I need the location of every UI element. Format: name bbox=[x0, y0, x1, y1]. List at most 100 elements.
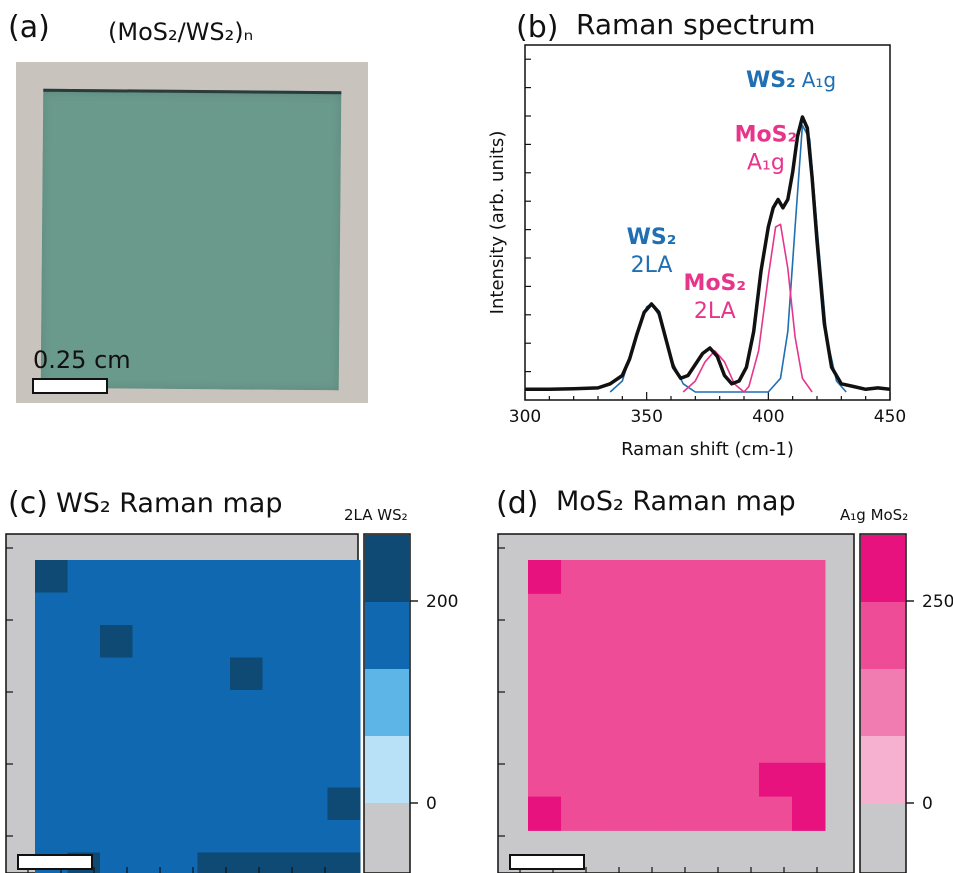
map-scale-bar bbox=[17, 854, 93, 870]
colorbar-segment bbox=[365, 736, 409, 803]
mos2-raman-map: 250 0 bbox=[497, 533, 953, 873]
colorbar-segment bbox=[861, 535, 905, 602]
map-cell bbox=[561, 661, 595, 696]
panel-d-label: (d) bbox=[496, 486, 539, 521]
map-cell bbox=[528, 762, 562, 798]
map-cell bbox=[792, 695, 826, 730]
map-cell bbox=[165, 690, 198, 723]
map-cell bbox=[35, 592, 68, 626]
map-cell bbox=[627, 796, 661, 831]
map-cell bbox=[594, 729, 628, 764]
map-cell bbox=[759, 796, 793, 831]
panel-b-label: (b) bbox=[516, 10, 559, 45]
map-cell bbox=[35, 690, 68, 723]
map-cell bbox=[67, 625, 101, 658]
map-cell bbox=[660, 796, 694, 831]
map-cell bbox=[327, 820, 361, 853]
map-cell bbox=[295, 657, 328, 691]
panel-a-title: (MoS₂/WS₂)ₙ bbox=[108, 18, 254, 46]
map-cell bbox=[627, 627, 661, 662]
map-cell bbox=[327, 592, 361, 626]
map-cell bbox=[693, 695, 727, 730]
panel-d-title: MoS₂ Raman map bbox=[556, 486, 796, 517]
map-cell bbox=[132, 592, 166, 626]
map-cell bbox=[100, 852, 133, 873]
map-cell bbox=[165, 820, 198, 853]
map-cell bbox=[327, 657, 361, 691]
map-cell bbox=[197, 592, 231, 626]
map-cell bbox=[132, 852, 166, 873]
map-cell bbox=[165, 625, 198, 658]
map-cell bbox=[35, 755, 68, 788]
map-cell bbox=[230, 690, 263, 723]
map-cell bbox=[165, 722, 198, 756]
plot-frame bbox=[524, 44, 891, 401]
map-cell bbox=[35, 787, 68, 821]
map-cell bbox=[262, 722, 296, 756]
map-scale-bar bbox=[509, 854, 585, 870]
map-cell bbox=[759, 762, 793, 798]
map-cell bbox=[100, 690, 133, 723]
series-line-mos2 bbox=[682, 223, 813, 393]
spectrum-plot-area: 300 350 400 450 Raman shift (cm-1) Intensity … bbox=[487, 44, 906, 460]
colorbar-tick-label: 0 bbox=[426, 794, 437, 814]
map-cell bbox=[726, 762, 760, 798]
map-cell bbox=[67, 722, 101, 756]
map-cell bbox=[327, 722, 361, 756]
map-cell bbox=[132, 755, 166, 788]
y-axis-label: Intensity (arb. units) bbox=[487, 131, 508, 315]
map-cell bbox=[295, 625, 328, 658]
map-cell bbox=[295, 722, 328, 756]
map-cell bbox=[627, 593, 661, 629]
colorbar-tick-label: 200 bbox=[426, 592, 458, 612]
map-cell bbox=[262, 755, 296, 788]
map-cell bbox=[561, 796, 595, 831]
map-cell bbox=[165, 592, 198, 626]
map-cell bbox=[100, 722, 133, 756]
map-cell bbox=[295, 820, 328, 853]
map-cell bbox=[165, 755, 198, 788]
map-cell bbox=[230, 852, 263, 873]
panel-c-label: (c) bbox=[8, 486, 48, 521]
map-cell bbox=[230, 755, 263, 788]
mos2-colorbar-label: A₁g MoS₂ bbox=[840, 506, 909, 524]
map-cell bbox=[132, 560, 166, 593]
map-cell bbox=[726, 695, 760, 730]
map-cell bbox=[100, 820, 133, 853]
map-cell bbox=[726, 661, 760, 696]
map-cell bbox=[100, 625, 133, 658]
map-cell bbox=[35, 560, 68, 593]
map-cell bbox=[197, 820, 231, 853]
map-cell bbox=[67, 690, 101, 723]
colorbar-segment bbox=[365, 669, 409, 736]
map-cell bbox=[528, 560, 562, 595]
map-cell bbox=[561, 729, 595, 764]
map-cell bbox=[759, 593, 793, 629]
map-cell bbox=[660, 627, 694, 662]
map-cell bbox=[197, 560, 231, 593]
map-cell bbox=[35, 657, 68, 691]
map-cell bbox=[627, 560, 661, 595]
map-cell bbox=[197, 690, 231, 723]
map-cell bbox=[197, 755, 231, 788]
map-cell bbox=[295, 787, 328, 821]
annotation-label: WS₂ bbox=[746, 68, 796, 93]
map-cell bbox=[67, 657, 101, 691]
map-cell bbox=[759, 661, 793, 696]
map-cell bbox=[693, 661, 727, 696]
map-cell bbox=[67, 560, 101, 593]
map-cell bbox=[262, 787, 296, 821]
annotation-label: MoS₂ bbox=[684, 271, 747, 296]
map-cell bbox=[759, 729, 793, 764]
map-cell bbox=[627, 695, 661, 730]
colorbar-segment bbox=[365, 602, 409, 669]
map-cell bbox=[759, 627, 793, 662]
map-cell bbox=[100, 755, 133, 788]
map-cell bbox=[759, 695, 793, 730]
map-cell bbox=[295, 592, 328, 626]
map-cell bbox=[262, 657, 296, 691]
annotation-sub: A₁g bbox=[747, 151, 785, 176]
map-cell bbox=[792, 762, 826, 798]
annotation-sub: 2LA bbox=[631, 253, 673, 278]
